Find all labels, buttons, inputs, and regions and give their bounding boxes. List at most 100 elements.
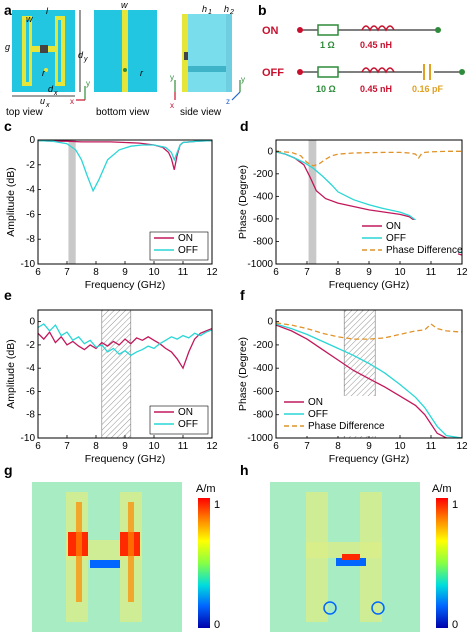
legend-box-c <box>149 231 209 261</box>
panel-letter-a: a <box>4 2 12 18</box>
panel-letter-g: g <box>4 462 13 478</box>
y-tick-label-e: -6 <box>26 386 35 397</box>
x-tick-label-f: 10 <box>394 441 406 452</box>
y-tick-label-f: -200 <box>253 340 273 351</box>
axis-x-bottom: x <box>170 101 174 110</box>
dim-h1: h <box>202 4 207 14</box>
panel-letter-d: d <box>240 118 249 134</box>
x-tick-label-f: 7 <box>304 441 310 452</box>
y-tick-label-c: -2 <box>26 160 35 171</box>
y-tick-label-f: -800 <box>253 410 273 421</box>
hotspot-center-off <box>342 554 360 560</box>
series-line-e-0 <box>38 327 212 370</box>
axis-x-top: x <box>70 97 74 106</box>
series-line-e-1 <box>38 323 212 357</box>
colorbar-on <box>198 498 210 628</box>
dim-r-bottom: r <box>140 68 144 78</box>
dim-dx: d <box>48 84 54 94</box>
inductor-off <box>361 67 395 74</box>
series-line-f-2 <box>276 322 462 340</box>
x-tick-label-e: 10 <box>148 441 160 452</box>
x-tick-label-e: 6 <box>35 441 41 452</box>
x-tick-label-d: 7 <box>304 267 310 278</box>
y-tick-label-f: 0 <box>267 317 273 328</box>
axis-triad-top: y x <box>70 79 90 106</box>
off-inductance: 0.45 nH <box>360 84 392 94</box>
panel-letter-b: b <box>258 2 267 18</box>
gap-current <box>90 560 120 568</box>
via-ring-left <box>323 601 337 615</box>
x-tick-label-e: 11 <box>178 441 189 452</box>
legend-label-d-2: Phase Difference <box>386 245 463 256</box>
scale-min-on: 0 <box>214 619 220 631</box>
x-tick-label-d: 6 <box>273 267 279 278</box>
node-left-off <box>297 69 303 75</box>
highlight-band-c <box>68 140 76 264</box>
unit-on: A/m <box>196 483 216 495</box>
y-axis-label-e: Amplitude (dB) <box>5 339 17 408</box>
x-tick-label-c: 11 <box>178 267 189 278</box>
dim-ux-sub: x <box>45 102 50 109</box>
slot-right <box>58 20 61 82</box>
y-tick-label-d: -800 <box>253 236 273 247</box>
legend-label-e-1: OFF <box>178 419 198 430</box>
node-left-on <box>297 27 303 33</box>
y-axis-label-c: Amplitude (dB) <box>5 167 17 236</box>
legend-label-d-0: ON <box>386 221 401 232</box>
chart-c: 6 7 8 9 10 11 12 0 -2 -4 -6 -8 -10 Frequency (GHz) Amp… <box>5 135 218 291</box>
field-map-off: A/m 1 0 <box>270 482 458 632</box>
x-axis-label-f: Frequency (GHz) <box>329 453 410 465</box>
switch-gap <box>40 45 48 53</box>
y-tick-label-d: -1000 <box>247 259 273 270</box>
dim-h1-sub: 1 <box>208 9 212 16</box>
equivalent-circuits: ON 1 Ω 0.45 nH OFF 10 Ω 0.45 nH 0.16 pF <box>262 24 465 94</box>
x-axis-label-c: Frequency (GHz) <box>85 279 166 291</box>
x-tick-label-f: 6 <box>273 441 279 452</box>
panel-letter-h: h <box>240 462 249 478</box>
dim-g: g <box>5 42 10 52</box>
x-tick-label-f: 12 <box>456 441 468 452</box>
scale-min-off: 0 <box>452 619 458 631</box>
x-tick-label-d: 9 <box>366 267 372 278</box>
axis-triad-side: y z <box>226 75 245 106</box>
axis-z-side: z <box>226 97 230 106</box>
chart-f: 6 7 8 9 10 11 12 0 -200 -400 -600 -800 -1000 Frequenc… <box>237 309 468 465</box>
legend-label-f-2: Phase Difference <box>308 421 385 432</box>
y-axis-label-d: Phase (Degree) <box>237 165 249 239</box>
y-tick-label-d: -200 <box>253 169 273 180</box>
via-bottom <box>123 68 127 72</box>
x-tick-label-d: 12 <box>456 267 468 278</box>
x-tick-label-c: 12 <box>206 267 218 278</box>
circuit-off: OFF 10 Ω 0.45 nH 0.16 pF <box>262 64 465 94</box>
axis-y-side: y <box>241 75 245 84</box>
off-capacitance: 0.16 pF <box>412 84 444 94</box>
gap-current-off <box>336 558 366 566</box>
slot-left <box>26 20 29 82</box>
y-tick-label-c: -10 <box>21 259 36 270</box>
scale-max-off: 1 <box>452 499 458 511</box>
side-switch <box>184 52 188 60</box>
label-side-view: side view <box>180 107 222 118</box>
highlight-band-e <box>101 309 132 439</box>
axis-triad-bottom: y x <box>170 73 176 110</box>
dim-h2-sub: 2 <box>229 9 234 16</box>
node-right-on <box>435 27 441 33</box>
label-bottom-view: bottom view <box>96 107 150 118</box>
axis-y-bottom: y <box>170 73 174 82</box>
y-tick-label-e: -10 <box>21 433 36 444</box>
legend-label-c-0: ON <box>178 233 193 244</box>
node-right-off <box>459 69 465 75</box>
y-tick-label-f: -400 <box>253 363 273 374</box>
panel-letter-c: c <box>4 118 12 134</box>
dim-dy-sub: y <box>83 56 88 63</box>
circuit-on: ON 1 Ω 0.45 nH <box>262 24 441 50</box>
label-top-view: top view <box>6 107 43 118</box>
dim-l: l <box>46 6 49 16</box>
bias-line <box>122 10 128 92</box>
x-tick-label-e: 8 <box>93 441 99 452</box>
via-top <box>44 68 48 72</box>
on-resistance: 1 Ω <box>320 40 335 50</box>
legend-label-d-1: OFF <box>386 233 406 244</box>
via-ring-right <box>371 601 385 615</box>
series-line-c-1 <box>38 140 212 193</box>
